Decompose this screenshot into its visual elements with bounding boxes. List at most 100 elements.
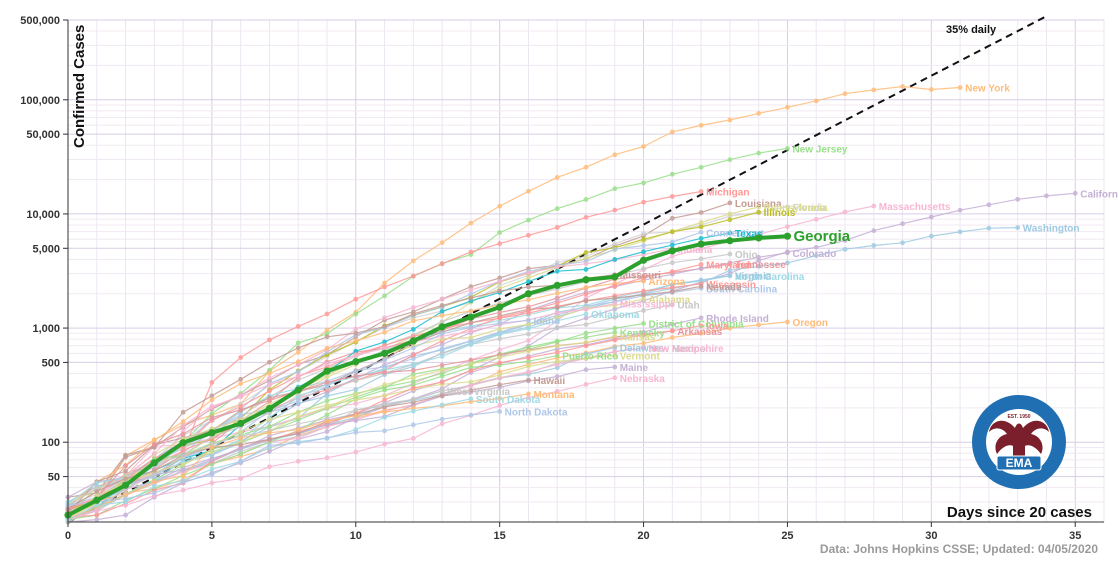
data-point <box>439 319 445 325</box>
data-point <box>382 414 387 420</box>
data-point <box>324 393 330 399</box>
data-point <box>612 301 618 307</box>
data-point <box>180 409 186 415</box>
series-label: Colorado <box>792 249 836 260</box>
highlight-point <box>726 237 734 245</box>
data-point <box>353 413 359 419</box>
data-point <box>813 253 819 259</box>
highlight-label: Georgia <box>793 228 850 245</box>
data-point <box>698 315 704 321</box>
data-point <box>669 321 675 327</box>
series-label: Oklahoma <box>591 310 640 321</box>
data-point <box>267 359 272 365</box>
data-point <box>669 289 675 295</box>
data-point <box>324 435 330 441</box>
data-point <box>583 267 589 272</box>
series-label: Maryland <box>706 260 750 271</box>
series-label: Ohio <box>735 250 758 261</box>
data-point <box>727 325 733 331</box>
series-label: Montana <box>533 390 575 401</box>
data-point <box>324 412 330 418</box>
data-point <box>94 508 100 514</box>
data-point <box>669 260 675 266</box>
data-point <box>526 377 531 383</box>
data-point <box>669 335 675 340</box>
data-point <box>756 322 762 328</box>
data-point <box>439 302 445 308</box>
data-point <box>526 270 531 276</box>
series-label: Delaware <box>620 344 664 355</box>
data-point <box>554 225 560 230</box>
data-point <box>468 249 474 255</box>
data-point <box>180 431 186 437</box>
highlight-point <box>668 247 676 255</box>
data-point <box>497 332 503 337</box>
highlight-line <box>67 234 788 517</box>
data-point <box>669 302 675 308</box>
data-point <box>583 367 589 373</box>
data-point <box>353 392 359 398</box>
data-point <box>238 403 244 409</box>
data-point <box>583 330 589 336</box>
series-line <box>67 85 961 518</box>
data-point <box>698 283 704 289</box>
data-point <box>238 451 244 457</box>
data-point <box>410 367 416 373</box>
series-label: Louisiana <box>735 199 782 210</box>
data-point <box>209 414 215 420</box>
series-label: North Dakota <box>505 407 568 418</box>
data-point <box>382 397 387 403</box>
data-point <box>641 231 646 236</box>
highlight-point <box>783 232 792 240</box>
data-point <box>468 387 474 393</box>
data-point <box>410 397 416 402</box>
data-point <box>94 502 100 508</box>
highlight-point <box>582 276 590 284</box>
data-point <box>382 329 387 335</box>
data-point <box>669 215 675 221</box>
data-point <box>151 484 157 489</box>
data-point <box>641 288 646 294</box>
series-label: Massachusetts <box>879 202 951 213</box>
y-tick-label: 50 <box>48 472 60 484</box>
data-point <box>612 375 618 381</box>
data-point <box>439 296 445 302</box>
data-point <box>727 273 733 279</box>
ema-seal-logo: EMA EST. 1950 <box>972 395 1066 489</box>
data-point <box>353 407 359 413</box>
data-point <box>468 328 474 334</box>
data-point <box>612 246 618 252</box>
data-point <box>526 338 531 343</box>
data-point <box>497 315 503 320</box>
data-point <box>612 345 618 351</box>
data-point <box>526 391 531 397</box>
data-point <box>497 360 503 366</box>
data-point <box>727 200 733 206</box>
data-point <box>583 382 589 387</box>
highlight-point <box>524 290 533 298</box>
data-point <box>756 150 762 156</box>
data-point <box>353 369 359 375</box>
data-point <box>267 337 272 343</box>
data-point <box>669 242 675 248</box>
data-point <box>468 325 474 330</box>
data-point <box>669 194 675 199</box>
data-point <box>813 98 819 104</box>
highlight-point <box>208 429 216 437</box>
data-point <box>468 287 474 293</box>
data-point <box>238 355 244 360</box>
data-point <box>267 370 272 376</box>
series-line <box>67 410 500 506</box>
data-point <box>180 461 186 467</box>
data-point <box>209 403 215 409</box>
data-point <box>554 349 560 355</box>
data-point <box>612 256 618 262</box>
y-tick-label: 500,000 <box>20 15 60 27</box>
series-label: Washington <box>1023 224 1080 235</box>
data-point <box>295 421 301 427</box>
data-point <box>439 341 445 347</box>
data-point <box>468 357 474 363</box>
data-point <box>295 374 301 379</box>
series-label: Nevada <box>706 282 742 293</box>
series-label: Vermont <box>620 352 661 363</box>
